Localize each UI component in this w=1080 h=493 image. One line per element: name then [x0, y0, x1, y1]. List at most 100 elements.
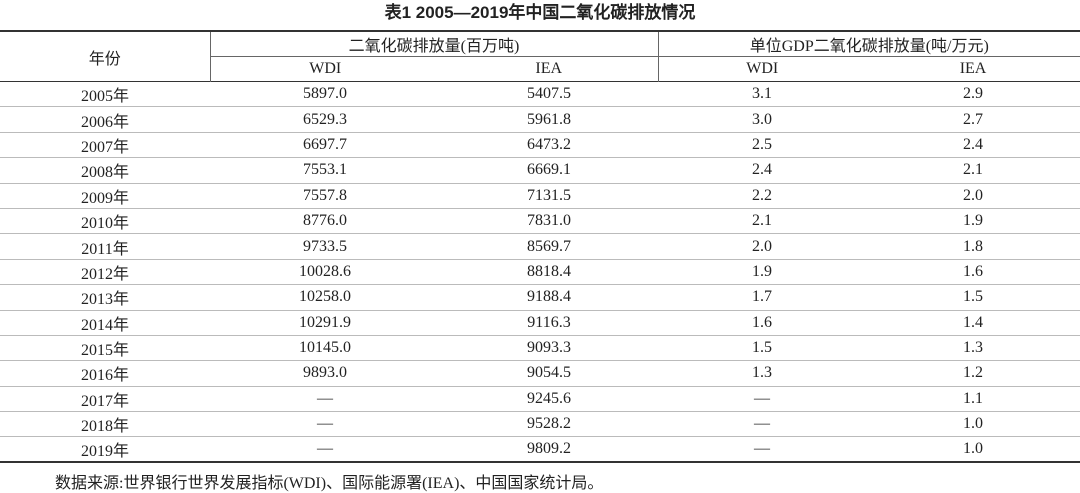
table-row: 2014年 10291.9 9116.3 1.6 1.4	[0, 310, 1080, 336]
value-cell: 8818.4	[527, 262, 571, 280]
value-cell: 2.2	[752, 186, 773, 204]
table-row: 2010年 8776.0 7831.0 2.1 1.9	[0, 208, 1080, 234]
value-cell: 3.1	[752, 85, 773, 103]
value-cell: 7831.0	[527, 212, 571, 230]
value-cell: 9893.0	[303, 364, 347, 382]
value-cell: 9809.2	[527, 440, 571, 458]
value-cell: 8569.7	[527, 237, 571, 255]
table-row: 2008年 7553.1 6669.1 2.4 2.1	[0, 158, 1080, 184]
group-header: 二氧化碳排放量(百万吨)	[209, 31, 659, 57]
value-cell: 9528.2	[527, 415, 571, 433]
value-cell: 6697.7	[303, 135, 347, 153]
year-cell: 2012年	[80, 265, 129, 283]
sub-header: IEA	[535, 60, 563, 77]
value-cell: 2.0	[752, 237, 773, 255]
table-row: 2011年 9733.5 8569.7 2.0 1.8	[0, 234, 1080, 260]
value-cell: 1.6	[752, 313, 773, 331]
value-cell: 1.0	[963, 415, 984, 433]
value-cell: 1.5	[752, 339, 773, 357]
table-title: 表1 2005—2019年中国二氧化碳排放情况	[384, 3, 696, 22]
value-cell: 1.4	[963, 313, 984, 331]
value-cell: 7131.5	[527, 186, 571, 204]
year-cell: 2014年	[80, 316, 129, 334]
table-row: 2012年 10028.6 8818.4 1.9 1.6	[0, 259, 1080, 285]
value-cell: 1.9	[963, 212, 984, 230]
value-cell: 10028.6	[299, 262, 351, 280]
value-cell: 2.5	[752, 135, 773, 153]
group-header: 单位GDP二氧化碳排放量(吨/万元)	[657, 31, 1080, 57]
value-cell: 9054.5	[527, 364, 571, 382]
value-cell: 1.7	[752, 288, 773, 306]
sub-header: IEA	[959, 60, 987, 77]
year-cell: 2005年	[80, 88, 129, 106]
value-cell: 2.1	[963, 161, 984, 179]
value-cell: 1.0	[963, 440, 984, 458]
value-cell: 2.1	[752, 212, 773, 230]
year-cell: 2007年	[80, 138, 129, 156]
table-body: 2005年 5897.0 5407.5 3.1 2.9 2006年 6529.3 5961.8…	[0, 82, 1080, 463]
year-cell: 2017年	[80, 392, 129, 410]
value-cell: 1.5	[963, 288, 984, 306]
table-row: 2013年 10258.0 9188.4 1.7 1.5	[0, 285, 1080, 311]
value-cell: 1.1	[963, 389, 984, 407]
value-cell: 1.6	[963, 262, 984, 280]
value-cell: 2.9	[963, 85, 984, 103]
value-cell: 5407.5	[527, 85, 571, 103]
value-cell: 1.2	[963, 364, 984, 382]
value-cell: 10291.9	[299, 313, 351, 331]
value-cell: 9116.3	[527, 313, 571, 331]
table-row: 2006年 6529.3 5961.8 3.0 2.7	[0, 107, 1080, 133]
year-cell: 2008年	[80, 164, 129, 182]
value-cell: 9245.6	[527, 389, 571, 407]
value-cell: 7553.1	[303, 161, 347, 179]
table-header: 年份 二氧化碳排放量(百万吨) 单位GDP二氧化碳排放量(吨/万元) WDI I…	[0, 31, 1080, 82]
value-cell: 1.3	[752, 364, 773, 382]
year-cell: 2019年	[80, 443, 129, 461]
value-cell: 3.0	[752, 110, 773, 128]
value-cell: —	[754, 389, 771, 407]
value-cell: 2.4	[752, 161, 773, 179]
value-cell: 6529.3	[303, 110, 347, 128]
table-row: 2018年 — 9528.2 — 1.0	[0, 412, 1080, 437]
year-header: 年份	[88, 50, 121, 68]
value-cell: —	[317, 415, 333, 433]
year-cell: 2010年	[80, 215, 129, 233]
value-cell: 10145.0	[299, 339, 351, 357]
year-cell: 2015年	[80, 342, 129, 360]
table-row: 2009年 7557.8 7131.5 2.2 2.0	[0, 183, 1080, 209]
source-note: 数据来源:世界银行世界发展指标(WDI)、国际能源署(IEA)、中国国家统计局。	[55, 475, 604, 493]
value-cell: 6669.1	[527, 161, 571, 179]
table-row: 2005年 5897.0 5407.5 3.1 2.9	[0, 82, 1080, 107]
value-cell: —	[754, 415, 771, 433]
table-row: 2015年 10145.0 9093.3 1.5 1.3	[0, 335, 1080, 361]
year-cell: 2009年	[80, 189, 129, 207]
value-cell: 5897.0	[303, 85, 347, 103]
value-cell: —	[317, 389, 333, 407]
value-cell: 1.9	[752, 262, 773, 280]
value-cell: 8776.0	[303, 212, 347, 230]
value-cell: 2.4	[963, 135, 984, 153]
table-row: 2016年 9893.0 9054.5 1.3 1.2	[0, 361, 1080, 387]
year-cell: 2018年	[80, 418, 129, 436]
table-row: 2007年 6697.7 6473.2 2.5 2.4	[0, 132, 1080, 158]
year-cell: 2011年	[81, 240, 129, 258]
year-cell: 2006年	[80, 113, 129, 131]
table: 年份 二氧化碳排放量(百万吨) 单位GDP二氧化碳排放量(吨/万元) WDI I…	[0, 30, 1080, 463]
table-row: 2019年 — 9809.2 — 1.0	[0, 437, 1080, 463]
value-cell: 1.8	[963, 237, 984, 255]
value-cell: 5961.8	[527, 110, 571, 128]
table-row: 2017年 — 9245.6 — 1.1	[0, 386, 1080, 412]
year-cell: 2013年	[80, 291, 129, 309]
value-cell: 9188.4	[527, 288, 571, 306]
value-cell: 1.3	[963, 339, 984, 357]
value-cell: 9733.5	[303, 237, 347, 255]
value-cell: —	[754, 440, 771, 458]
value-cell: 9093.3	[527, 339, 571, 357]
value-cell: 2.7	[963, 110, 984, 128]
value-cell: 10258.0	[299, 288, 351, 306]
value-cell: 7557.8	[303, 186, 347, 204]
value-cell: 2.0	[963, 186, 984, 204]
sub-header: WDI	[209, 56, 440, 82]
sub-header: WDI	[657, 56, 867, 82]
